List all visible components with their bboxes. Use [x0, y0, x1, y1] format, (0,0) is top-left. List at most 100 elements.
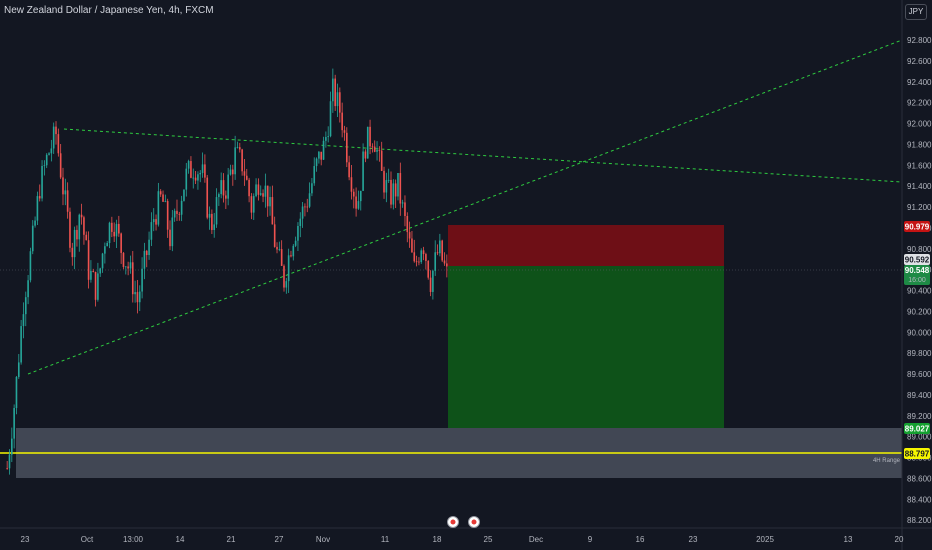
candle — [41, 160, 43, 202]
candle — [376, 141, 378, 161]
candle — [94, 271, 97, 307]
candle — [364, 149, 367, 163]
stop-badge-text: 90.979 — [905, 223, 930, 232]
candle — [406, 212, 409, 243]
stop-zone[interactable] — [448, 225, 724, 266]
time-tick: 13:00 — [123, 535, 144, 544]
price-tick: 88.400 — [907, 495, 932, 504]
time-tick: 14 — [176, 535, 185, 544]
candle — [343, 125, 346, 141]
candle — [113, 222, 115, 242]
time-tick: 18 — [433, 535, 442, 544]
time-tick: 20 — [895, 535, 904, 544]
current-price-text: 90.548 — [905, 266, 930, 275]
candle — [6, 461, 8, 470]
price-tick: 92.800 — [907, 36, 932, 45]
candle — [297, 222, 299, 251]
candle — [345, 127, 348, 168]
candle — [206, 174, 209, 220]
candle — [64, 178, 67, 206]
candle — [350, 164, 353, 200]
candle — [155, 214, 157, 231]
candle — [129, 255, 132, 274]
candle — [380, 141, 383, 172]
candle — [152, 208, 155, 232]
candle — [446, 254, 448, 278]
candle — [148, 231, 150, 260]
candle — [69, 207, 71, 253]
candle — [332, 68, 334, 113]
symbol-title[interactable]: New Zealand Dollar / Japanese Yen, 4h, F… — [4, 5, 214, 16]
candle — [104, 242, 106, 264]
candle — [443, 252, 446, 266]
candle — [369, 119, 371, 155]
candle — [399, 162, 402, 216]
candle — [334, 74, 336, 111]
candle — [50, 139, 53, 162]
candle — [59, 143, 62, 180]
candle — [434, 240, 437, 276]
time-tick: 27 — [275, 535, 284, 544]
price-tick: 90.000 — [907, 328, 932, 337]
target-badge-text: 89.027 — [905, 425, 930, 434]
candle — [108, 221, 111, 249]
time-tick: 9 — [588, 535, 593, 544]
candle — [341, 102, 343, 138]
candle — [308, 182, 311, 209]
candle — [17, 354, 20, 379]
price-tick: 89.800 — [907, 349, 932, 358]
candle — [194, 170, 197, 185]
currency-button[interactable]: JPY — [905, 4, 927, 20]
candle — [22, 302, 25, 339]
candle — [248, 177, 250, 203]
candle — [171, 209, 174, 252]
candle — [73, 226, 76, 270]
candle — [180, 195, 183, 222]
candle — [362, 143, 364, 191]
candle — [427, 260, 430, 280]
price-tick: 90.200 — [907, 307, 932, 316]
candle — [394, 179, 397, 209]
candle — [164, 194, 167, 203]
candle — [441, 239, 443, 263]
candle — [124, 266, 127, 275]
candle — [55, 121, 57, 145]
candle — [38, 184, 41, 202]
candle — [336, 83, 339, 117]
candle — [66, 182, 69, 219]
candle — [15, 375, 18, 415]
candle — [225, 190, 227, 209]
candle — [76, 225, 78, 247]
candle — [266, 185, 269, 217]
candle — [157, 182, 160, 227]
time-axis[interactable]: 23 Oct 13:00 14 21 27 Nov 11 18 25 Dec 9 16 23 2025 13 2… — [21, 535, 904, 544]
time-tick: 23 — [689, 535, 698, 544]
price-tick: 91.600 — [907, 161, 932, 170]
candle — [339, 87, 341, 123]
price-tick: 89.200 — [907, 412, 932, 421]
stop-badge: 90.979 — [904, 221, 930, 232]
candle — [29, 247, 32, 283]
candle — [159, 189, 162, 197]
candle — [31, 220, 34, 255]
candle — [213, 212, 216, 238]
price-tick: 92.600 — [907, 57, 932, 66]
candle — [234, 135, 236, 180]
upper-trendline[interactable] — [63, 128, 903, 183]
candle — [176, 199, 178, 222]
event-marker-1[interactable] — [447, 516, 459, 528]
candle — [11, 427, 13, 463]
target-zone[interactable] — [448, 266, 724, 428]
candle — [138, 285, 141, 312]
time-tick: Nov — [316, 535, 330, 544]
candle — [92, 268, 95, 273]
candle — [27, 275, 29, 305]
event-marker-2[interactable] — [468, 516, 480, 528]
candle — [269, 186, 271, 216]
candle — [85, 231, 88, 241]
time-tick: 13 — [844, 535, 853, 544]
candle — [36, 191, 39, 225]
candle — [218, 192, 220, 206]
candle — [150, 212, 153, 247]
